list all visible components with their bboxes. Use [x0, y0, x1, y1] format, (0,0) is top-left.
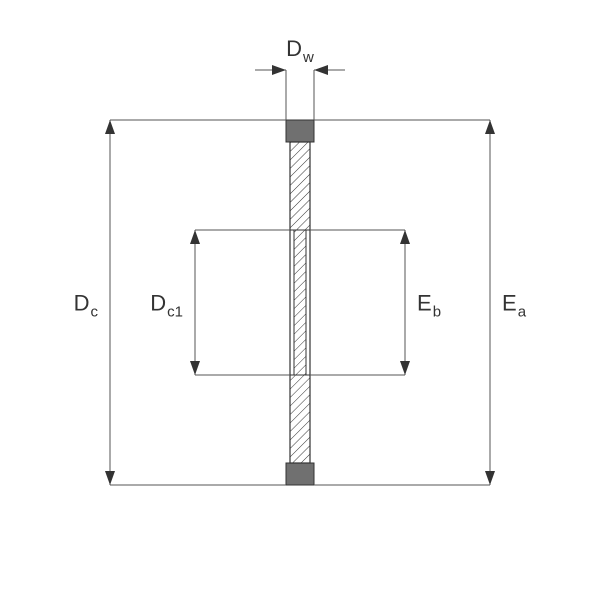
roller-top [286, 120, 314, 142]
cage-web [294, 230, 306, 375]
label-Ea: Ea [502, 291, 527, 321]
bearing-dimension-diagram: Dw Dc Dc1 Eb Ea [0, 0, 600, 600]
label-Dc1: Dc1 [150, 291, 183, 321]
label-Dc: Dc [74, 291, 99, 321]
label-Eb: Eb [417, 291, 441, 321]
cage-upper [290, 142, 310, 230]
cage-lower [290, 375, 310, 463]
diagram-svg: Dw Dc Dc1 Eb Ea [0, 0, 600, 600]
label-Dw: Dw [286, 36, 314, 66]
roller-bottom [286, 463, 314, 485]
